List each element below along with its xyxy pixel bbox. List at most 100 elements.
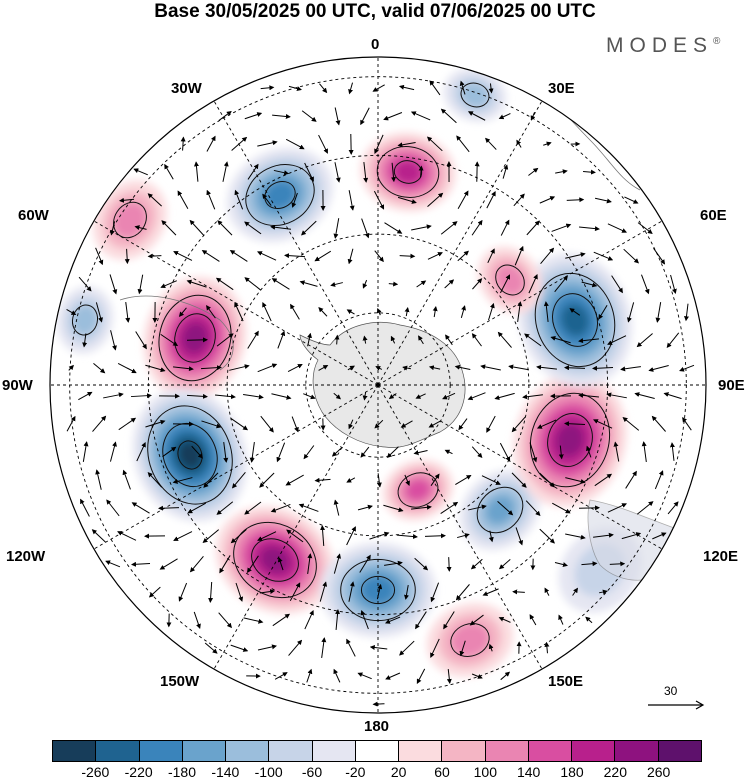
wind-vector-arrow xyxy=(581,561,598,567)
wind-vector-arrow xyxy=(458,418,468,431)
wind-vector-arrow xyxy=(118,197,135,203)
brand-logo: MODES® xyxy=(606,34,720,58)
wind-vector-arrow xyxy=(148,586,161,598)
wind-vector-arrow xyxy=(581,281,598,288)
contour-line xyxy=(376,146,440,198)
colorbar-tick-label: 20 xyxy=(390,764,407,780)
wind-vector-arrow xyxy=(388,393,397,400)
wind-vector-arrow xyxy=(162,446,177,458)
wind-vector-arrow xyxy=(172,477,193,484)
wind-vector-arrow xyxy=(486,190,496,209)
wind-vector-arrow xyxy=(158,505,180,511)
wind-vector-arrow xyxy=(131,502,150,514)
wind-vector-arrow xyxy=(669,442,675,461)
wind-vector-arrow xyxy=(404,584,409,600)
wind-vector-arrow xyxy=(606,392,627,399)
wind-vector-arrow xyxy=(103,392,124,399)
wind-vector-arrow xyxy=(543,141,552,147)
label-90e: 90E xyxy=(718,377,745,394)
wind-vector-arrow xyxy=(430,473,440,486)
wind-vector-arrow xyxy=(230,644,249,652)
wind-vector-arrow xyxy=(599,589,608,595)
wind-vector-arrow xyxy=(204,642,218,654)
wind-vector-arrow xyxy=(78,276,92,292)
wind-vector-arrow xyxy=(92,415,107,432)
wind-vector-arrow xyxy=(307,332,312,347)
wind-vector-arrow xyxy=(186,393,208,399)
wind-vector-arrow xyxy=(480,364,501,371)
wind-vector-arrow xyxy=(456,135,470,153)
wind-vector-arrow xyxy=(481,475,501,485)
meridian-line xyxy=(213,100,379,386)
wind-vector-arrow xyxy=(398,84,415,91)
wind-vector-arrow xyxy=(95,247,104,266)
colorbar-cell xyxy=(354,741,399,761)
wind-vector-arrow xyxy=(262,193,272,206)
wind-vector-arrow xyxy=(161,220,177,236)
wind-vector-arrow xyxy=(486,415,496,433)
wind-vector-arrow xyxy=(544,587,550,596)
colorbar-cell xyxy=(571,741,615,761)
wind-vector-arrow xyxy=(514,245,524,266)
wind-vector-arrow xyxy=(598,305,608,320)
wind-vector-arrow xyxy=(218,612,233,629)
wind-vector-arrow xyxy=(459,80,466,95)
wind-vector-arrow xyxy=(440,221,458,235)
colorbar-cell xyxy=(398,741,442,761)
wind-vector-arrow xyxy=(348,419,354,430)
wind-vector-arrow xyxy=(346,477,356,483)
label-180: 180 xyxy=(364,718,390,735)
wind-vector-arrow xyxy=(511,416,527,433)
wind-vector-arrow xyxy=(494,392,515,400)
wind-vector-arrow xyxy=(621,532,642,540)
meridian-line xyxy=(377,100,543,386)
south-pole-marker xyxy=(376,383,380,387)
map-boundary xyxy=(49,56,707,714)
wind-vector-arrow xyxy=(653,247,666,265)
wind-vector-arrow xyxy=(488,302,495,321)
contour-line xyxy=(71,304,99,336)
wind-vector-arrow xyxy=(429,80,441,96)
label-30w: 30W xyxy=(171,80,202,97)
wind-vector-arrow xyxy=(470,558,483,570)
wind-vector-arrow xyxy=(243,394,264,400)
anomaly-shade xyxy=(394,160,422,184)
wind-vector-arrow xyxy=(319,83,328,94)
wind-vector-arrow xyxy=(124,248,130,265)
meridian-line xyxy=(213,384,379,670)
wind-vector-arrow xyxy=(318,134,328,154)
wind-vector-arrow xyxy=(609,561,626,567)
wind-vector-arrow xyxy=(334,107,341,126)
wind-vector-arrow xyxy=(512,589,525,595)
wind-vector-arrow xyxy=(260,415,274,433)
contour-line xyxy=(177,440,203,470)
wind-vector-arrow xyxy=(216,501,234,515)
wind-vector-arrow xyxy=(459,640,466,657)
wind-vector-arrow xyxy=(565,252,586,259)
wind-vector-arrow xyxy=(200,365,222,371)
wind-vector-arrow xyxy=(291,416,299,433)
wind-vector-arrow xyxy=(223,442,229,463)
wind-vector-arrow xyxy=(230,529,247,544)
wind-vector-arrow xyxy=(159,558,178,570)
wind-vector-arrow xyxy=(272,113,291,119)
wind-vector-arrow xyxy=(443,611,455,630)
wind-vector-arrow xyxy=(539,528,555,544)
wind-vector-arrow xyxy=(189,219,205,236)
wind-vector-arrow xyxy=(411,224,432,231)
wind-vector-arrow xyxy=(508,364,529,371)
wind-vector-arrow xyxy=(374,250,384,263)
wind-vector-arrow xyxy=(361,218,370,239)
meridian-line xyxy=(377,384,543,670)
wind-vector-arrow xyxy=(93,362,106,374)
wind-vector-arrow xyxy=(178,307,187,318)
wind-vector-arrow xyxy=(189,556,204,573)
anomaly-shade xyxy=(405,479,431,501)
wind-vector-arrow xyxy=(145,419,166,428)
wind-vector-arrow xyxy=(498,559,511,570)
wind-vector-arrow xyxy=(564,365,586,371)
wind-vector-arrow xyxy=(369,644,388,650)
wind-vector-arrow xyxy=(611,275,623,294)
wind-vector-arrow xyxy=(564,421,586,427)
wind-vector-arrow xyxy=(413,449,428,456)
